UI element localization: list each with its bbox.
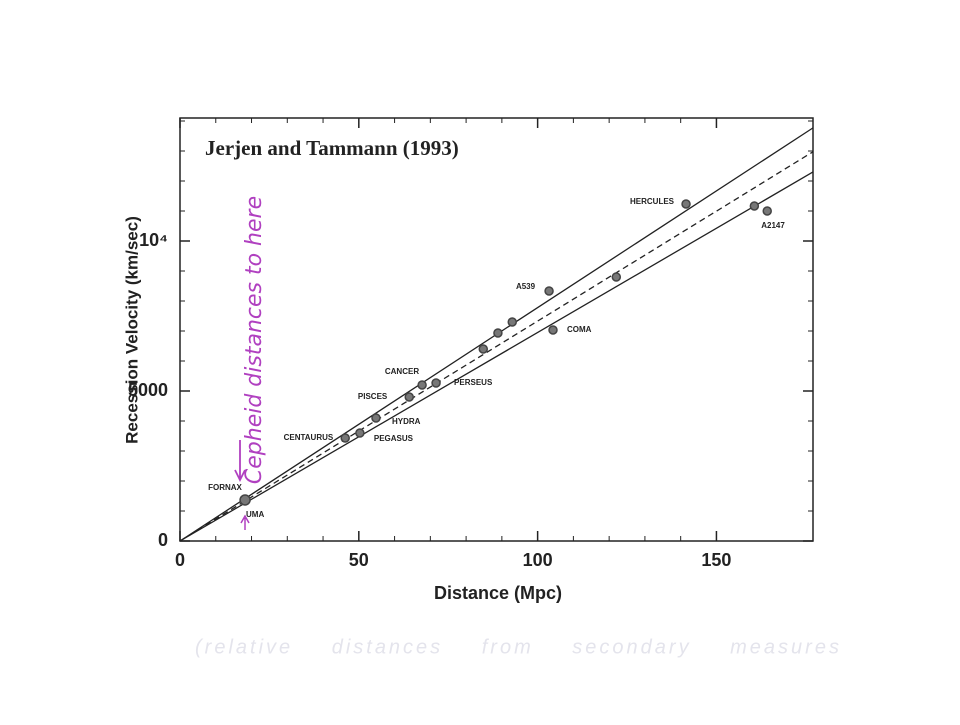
point xyxy=(239,494,251,506)
point xyxy=(404,392,414,402)
fit-line xyxy=(179,171,814,542)
point xyxy=(611,272,622,282)
arrow-up xyxy=(240,514,250,530)
point xyxy=(544,286,554,296)
point-label: HERCULES xyxy=(630,197,675,206)
point xyxy=(749,201,760,211)
point-label: CANCER xyxy=(385,367,419,376)
x-axis-label: Distance (Mpc) xyxy=(434,583,562,603)
point xyxy=(681,199,691,209)
point-label: UMA xyxy=(246,510,264,519)
x-tick-label: 50 xyxy=(349,550,369,570)
point xyxy=(355,428,365,438)
point xyxy=(548,325,558,335)
y-tick-label: 0 xyxy=(158,530,168,550)
point-label: CENTAURUS xyxy=(284,433,334,442)
y-tick-label: 10⁴ xyxy=(139,230,168,250)
point xyxy=(493,328,503,338)
point-label: A2147 xyxy=(761,221,785,230)
point xyxy=(417,380,427,390)
arrow-down xyxy=(234,440,246,483)
faded-note: (relative distances from secondary measu… xyxy=(195,636,842,658)
point xyxy=(340,433,350,443)
y-axis-label: Recession Velocity (km/sec) xyxy=(122,216,141,444)
x-tick-label: 150 xyxy=(701,550,731,570)
point xyxy=(762,206,772,216)
x-tick-label: 100 xyxy=(523,550,553,570)
fit-line xyxy=(179,151,814,542)
handwritten-note: Cepheid distances to here xyxy=(242,196,267,484)
point-label: A539 xyxy=(516,282,536,291)
point xyxy=(478,344,489,354)
y-tick-label: 5000 xyxy=(128,380,168,400)
point-label: FORNAX xyxy=(208,483,242,492)
plot-frame xyxy=(179,117,814,542)
point xyxy=(507,317,517,327)
point xyxy=(371,413,381,423)
x-tick-label: 0 xyxy=(175,550,185,570)
point-label: PEGASUS xyxy=(374,434,414,443)
point xyxy=(431,378,441,388)
chart-title: Jerjen and Tammann (1993) xyxy=(205,136,459,160)
point-label: PERSEUS xyxy=(454,378,493,387)
point-label: HYDRA xyxy=(392,417,421,426)
point-label: COMA xyxy=(567,325,592,334)
point-label: PISCES xyxy=(358,392,388,401)
